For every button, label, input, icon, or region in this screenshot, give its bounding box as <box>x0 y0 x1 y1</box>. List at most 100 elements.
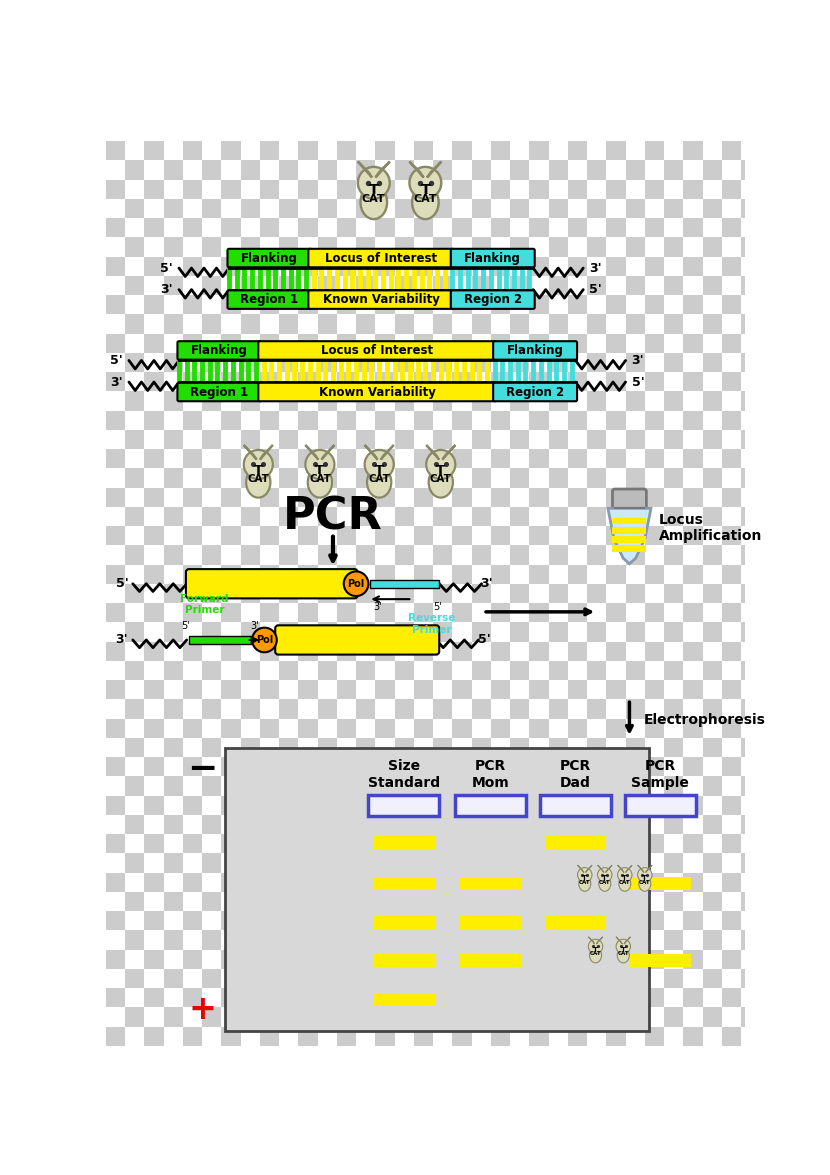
Bar <box>645 931 664 949</box>
Bar <box>414 584 433 603</box>
Bar <box>433 949 452 968</box>
Bar <box>722 256 741 276</box>
Bar <box>394 834 414 853</box>
Bar <box>337 256 356 276</box>
Bar <box>144 449 164 469</box>
Bar <box>471 237 491 256</box>
Bar <box>607 911 626 931</box>
Polygon shape <box>606 865 612 873</box>
Bar <box>452 488 471 506</box>
Bar <box>549 603 568 623</box>
Bar <box>626 391 645 410</box>
Bar <box>568 1046 587 1065</box>
Bar <box>164 488 183 506</box>
Bar <box>683 141 702 160</box>
Bar <box>183 680 202 699</box>
Bar <box>279 526 298 545</box>
Circle shape <box>598 867 612 882</box>
Bar <box>279 988 298 1007</box>
Bar <box>375 199 394 219</box>
Bar <box>702 449 722 469</box>
Bar <box>375 160 394 180</box>
Text: 5': 5' <box>160 262 173 275</box>
Bar <box>568 372 587 391</box>
Bar <box>491 1046 510 1065</box>
Bar <box>645 873 664 892</box>
Bar <box>452 873 471 892</box>
Bar <box>587 795 607 814</box>
Bar <box>433 988 452 1007</box>
Bar <box>702 738 722 757</box>
Bar <box>607 276 626 295</box>
Bar <box>394 642 414 660</box>
Bar <box>471 276 491 295</box>
Bar <box>491 873 510 892</box>
Bar <box>587 334 607 352</box>
Bar <box>491 430 510 449</box>
Bar <box>452 295 471 314</box>
Bar <box>144 564 164 584</box>
Bar <box>222 141 241 160</box>
Bar <box>241 430 260 449</box>
Bar <box>491 718 510 738</box>
Bar <box>530 391 549 410</box>
Bar <box>164 603 183 623</box>
Bar <box>414 334 433 352</box>
Bar <box>337 449 356 469</box>
Bar <box>702 814 722 834</box>
Bar <box>414 506 433 526</box>
Bar <box>433 141 452 160</box>
Bar <box>125 931 144 949</box>
Bar <box>337 603 356 623</box>
Polygon shape <box>618 865 624 873</box>
Bar <box>241 642 260 660</box>
Bar <box>491 506 510 526</box>
Bar <box>568 141 587 160</box>
Bar <box>106 141 125 160</box>
Bar <box>683 968 702 988</box>
Bar <box>702 469 722 488</box>
Bar <box>683 391 702 410</box>
Bar <box>298 988 318 1007</box>
Bar <box>222 506 241 526</box>
Bar <box>760 410 779 430</box>
Bar <box>279 141 298 160</box>
Bar <box>460 954 521 967</box>
Bar <box>375 892 394 911</box>
Bar <box>298 334 318 352</box>
Bar <box>587 276 607 295</box>
Circle shape <box>578 867 592 882</box>
Bar <box>664 334 683 352</box>
Bar <box>222 160 241 180</box>
Bar <box>125 506 144 526</box>
Bar <box>106 564 125 584</box>
Bar <box>356 931 375 949</box>
Bar <box>183 372 202 391</box>
Bar <box>607 949 626 968</box>
Bar <box>164 256 183 276</box>
Bar <box>202 219 222 237</box>
Bar <box>144 603 164 623</box>
Bar <box>629 877 691 891</box>
Bar <box>741 1065 760 1085</box>
Bar <box>164 873 183 892</box>
Bar <box>568 449 587 469</box>
Bar <box>760 757 779 777</box>
Bar <box>394 256 414 276</box>
Bar <box>530 949 549 968</box>
Bar <box>549 449 568 469</box>
Bar <box>414 718 433 738</box>
Ellipse shape <box>639 877 651 892</box>
Bar <box>241 931 260 949</box>
Bar <box>375 545 394 564</box>
Bar <box>164 642 183 660</box>
Bar <box>549 506 568 526</box>
Bar <box>222 334 241 352</box>
Bar <box>760 199 779 219</box>
Bar <box>202 469 222 488</box>
Bar <box>106 1027 125 1046</box>
Bar <box>414 1065 433 1085</box>
Circle shape <box>618 867 632 882</box>
Bar <box>106 795 125 814</box>
Bar <box>722 237 741 256</box>
